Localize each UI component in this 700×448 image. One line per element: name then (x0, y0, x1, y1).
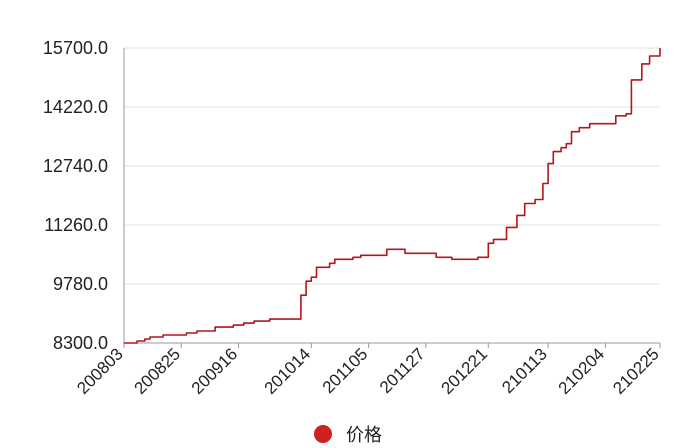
x-tick-label: 200916 (188, 344, 242, 398)
y-tick-label: 8300.0 (53, 333, 108, 353)
y-axis-ticks: 8300.0 9780.0 11260.0 12740.0 14220.0 15700.0 (43, 38, 108, 353)
x-tick-label: 201014 (261, 344, 315, 398)
axes (123, 48, 661, 348)
y-tick-label: 12740.0 (43, 156, 108, 176)
x-tick-label: 201221 (438, 344, 492, 398)
legend-marker-price (314, 425, 332, 443)
legend-label-price: 价格 (346, 425, 382, 445)
series-line-price (124, 48, 661, 344)
x-tick-label: 200825 (131, 344, 185, 398)
y-tick-label: 15700.0 (43, 38, 108, 58)
x-tick-label: 201127 (376, 344, 429, 397)
x-tick-label: 210225 (609, 344, 663, 398)
y-tick-label: 14220.0 (43, 97, 108, 117)
x-tick-label: 210113 (498, 344, 551, 397)
series-layer (124, 48, 661, 344)
y-tick-label: 11260.0 (44, 215, 108, 235)
x-tick-label: 201105 (319, 344, 372, 397)
x-axis-ticks: 200803 200825 200916 201014 201105 201127 2012… (73, 344, 663, 398)
grid (124, 47, 660, 285)
legend: 价格 (314, 425, 382, 445)
x-tick-label: 210204 (555, 344, 609, 398)
y-tick-label: 9780.0 (53, 274, 108, 294)
